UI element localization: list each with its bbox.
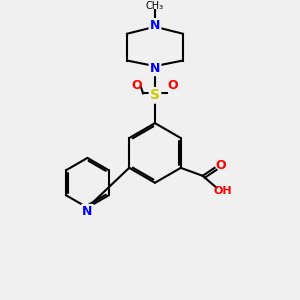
Text: S: S	[150, 88, 160, 102]
Text: N: N	[82, 205, 93, 218]
Text: O: O	[215, 159, 226, 172]
Text: CH₃: CH₃	[146, 1, 164, 11]
Text: N: N	[150, 62, 160, 75]
Text: O: O	[167, 79, 178, 92]
Text: OH: OH	[213, 186, 232, 196]
Text: O: O	[132, 79, 142, 92]
Text: N: N	[150, 19, 160, 32]
